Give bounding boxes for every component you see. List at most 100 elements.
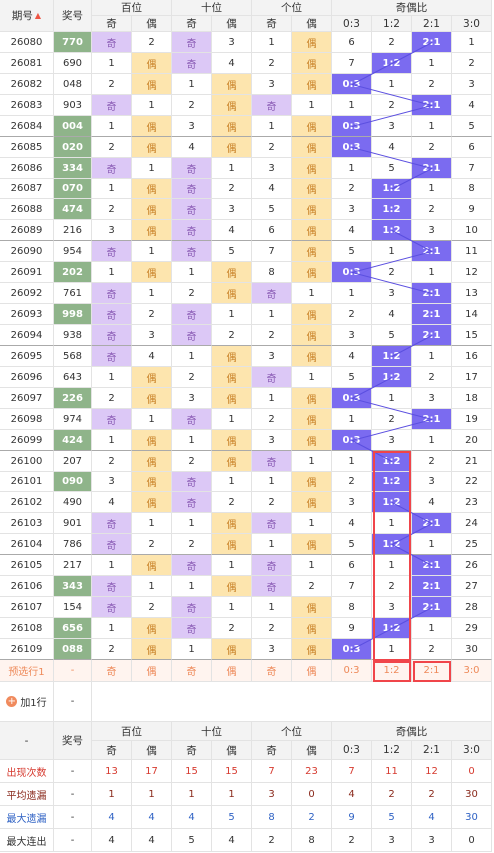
issue: 26094 [0,325,54,346]
winning-number: 568 [54,346,92,367]
preview-cell: 0:3 [332,660,372,682]
header-sub: 0:3 [332,741,372,760]
omission-cell: 偶 [292,262,332,283]
omission-cell: 1 [212,304,252,325]
omission-cell: 奇 [92,95,132,116]
add-icon: + [6,695,18,707]
winning-number: 761 [54,283,92,304]
omission-cell: 奇 [172,597,212,618]
omission-cell: 2 [132,597,172,618]
omission-cell: 1 [292,555,332,576]
ratio-cell: 3 [372,283,412,304]
omission-cell: 偶 [292,32,332,53]
stat-value: 0 [452,760,492,783]
omission-cell: 奇 [252,451,292,472]
omission-cell: 6 [252,220,292,241]
omission-cell: 奇 [92,597,132,618]
issue: 26086 [0,158,54,179]
ratio-cell: 2 [412,639,452,660]
ratio-cell: 2:1 [412,158,452,179]
stat-value: 5 [372,806,412,829]
ratio-cell: 5 [332,534,372,555]
ratio-cell: 3 [372,116,412,137]
ratio-cell: 0:3 [332,388,372,409]
stat-value: 1 [172,783,212,806]
omission-cell: 偶 [292,241,332,262]
ratio-cell: 6 [332,32,372,53]
omission-cell: 偶 [212,513,252,534]
omission-cell: 3 [252,158,292,179]
ratio-cell: 2:1 [412,576,452,597]
omission-cell: 3 [92,472,132,492]
header-number: 奖号 [54,0,92,32]
stat-value: 4 [412,806,452,829]
header-sub: 1:2 [372,16,412,32]
omission-cell: 偶 [292,116,332,137]
winning-number: 090 [54,472,92,492]
omission-cell: 1 [212,472,252,492]
ratio-cell: 8 [452,179,492,199]
ratio-cell: 1:2 [372,367,412,388]
add-row-button[interactable]: + 加1行 [0,682,54,722]
issue: 26100 [0,451,54,472]
ratio-cell: 2:1 [412,283,452,304]
omission-cell: 8 [252,262,292,283]
issue: 26085 [0,137,54,158]
ratio-cell: 1 [412,534,452,555]
omission-cell: 偶 [292,179,332,199]
omission-cell: 奇 [92,304,132,325]
omission-cell: 奇 [92,513,132,534]
stat-value: 30 [452,806,492,829]
omission-cell: 奇 [172,555,212,576]
header-sub: 奇 [252,16,292,32]
omission-cell: 奇 [172,492,212,513]
omission-cell: 2 [172,283,212,304]
winning-number: 334 [54,158,92,179]
omission-cell: 1 [92,53,132,74]
ratio-cell: 3 [372,430,412,451]
stat-value: 2 [332,829,372,852]
omission-cell: 偶 [132,639,172,660]
header-sub: 奇 [92,16,132,32]
ratio-cell: 0:3 [332,116,372,137]
omission-cell: 1 [252,472,292,492]
ratio-cell: 5 [372,325,412,346]
header-sub: 偶 [132,741,172,760]
omission-cell: 偶 [292,158,332,179]
ratio-cell: 2 [332,304,372,325]
preview-cell: 偶 [132,660,172,682]
ratio-cell: 5 [332,241,372,262]
ratio-cell: 27 [452,576,492,597]
ratio-cell: 12 [452,262,492,283]
preview-cell: 奇 [172,660,212,682]
issue: 26090 [0,241,54,262]
omission-cell: 2 [172,451,212,472]
ratio-cell: 3 [332,325,372,346]
sort-icon[interactable]: ▲ [34,11,42,20]
omission-cell: 偶 [212,576,252,597]
header-group: 个位 [252,722,332,741]
winning-number: 070 [54,179,92,199]
stat-value: 4 [332,783,372,806]
omission-cell: 偶 [212,430,252,451]
stat-value: 15 [172,760,212,783]
stat-number: - [54,783,92,806]
ratio-cell: 1 [412,430,452,451]
add-row-label: 加1行 [20,698,47,709]
header-group: 个位 [252,0,332,16]
omission-cell: 4 [212,220,252,241]
ratio-cell: 1:2 [372,472,412,492]
omission-cell: 偶 [292,388,332,409]
stat-label: 最大遗漏 [0,806,54,829]
stat-value: 9 [332,806,372,829]
omission-cell: 1 [172,639,212,660]
stat-value: 4 [212,829,252,852]
omission-cell: 3 [212,32,252,53]
ratio-cell: 24 [452,513,492,534]
omission-cell: 2 [292,576,332,597]
issue: 26106 [0,576,54,597]
stat-value: 5 [212,806,252,829]
omission-cell: 2 [252,618,292,639]
omission-cell: 2 [252,325,292,346]
omission-cell: 偶 [212,367,252,388]
